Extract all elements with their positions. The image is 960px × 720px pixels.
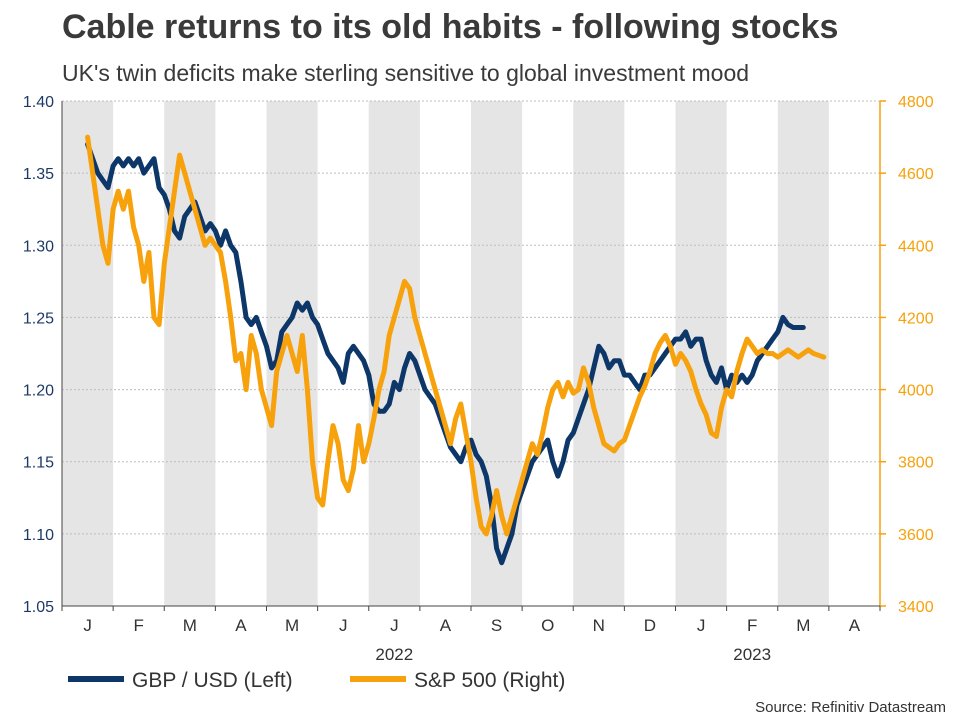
month-band xyxy=(164,101,216,606)
month-label: A xyxy=(440,616,452,635)
month-label: A xyxy=(235,616,247,635)
month-label: M xyxy=(796,616,810,635)
month-band xyxy=(62,101,114,606)
year-label: 2022 xyxy=(375,645,413,664)
left-tick-label: 1.40 xyxy=(23,94,54,111)
right-tick-label: 3400 xyxy=(898,599,934,616)
month-label: O xyxy=(541,616,554,635)
right-tick-label: 4000 xyxy=(898,383,934,400)
right-tick-label: 4600 xyxy=(898,166,934,183)
month-label: N xyxy=(593,616,605,635)
legend-gbp-swatch xyxy=(68,676,124,683)
legend-gbp: GBP / USD (Left) xyxy=(68,669,293,693)
month-label: J xyxy=(83,616,92,635)
right-tick-label: 4400 xyxy=(898,238,934,255)
left-tick-label: 1.20 xyxy=(23,383,54,400)
left-tick-label: 1.05 xyxy=(23,599,54,616)
legend-spx-label: S&P 500 (Right) xyxy=(414,669,566,692)
left-tick-label: 1.35 xyxy=(23,166,54,183)
month-label: F xyxy=(747,616,757,635)
month-label: D xyxy=(644,616,656,635)
left-tick-label: 1.15 xyxy=(23,455,54,472)
left-tick-label: 1.30 xyxy=(23,238,54,255)
chart-subtitle: UK's twin deficits make sterling sensiti… xyxy=(62,60,750,86)
month-label: J xyxy=(339,616,348,635)
month-label: J xyxy=(697,616,706,635)
month-label: S xyxy=(491,616,502,635)
right-tick-label: 3600 xyxy=(898,527,934,544)
source-note: Source: Refinitiv Datastream xyxy=(755,699,946,716)
month-label: F xyxy=(133,616,143,635)
month-label: A xyxy=(849,616,861,635)
left-tick-label: 1.25 xyxy=(23,310,54,327)
sp500-line xyxy=(85,134,827,537)
left-tick-label: 1.10 xyxy=(23,527,54,544)
year-label: 2023 xyxy=(733,645,771,664)
legend-spx-swatch xyxy=(350,676,406,683)
legend-spx: S&P 500 (Right) xyxy=(350,669,565,693)
month-label: M xyxy=(183,616,197,635)
month-label: M xyxy=(285,616,299,635)
legend-gbp-label: GBP / USD (Left) xyxy=(132,669,293,692)
month-band xyxy=(675,101,727,606)
chart-title: Cable returns to its old habits - follow… xyxy=(62,8,839,46)
right-tick-label: 3800 xyxy=(898,455,934,472)
right-tick-label: 4200 xyxy=(898,310,934,327)
right-tick-label: 4800 xyxy=(898,94,934,111)
month-label: J xyxy=(390,616,399,635)
